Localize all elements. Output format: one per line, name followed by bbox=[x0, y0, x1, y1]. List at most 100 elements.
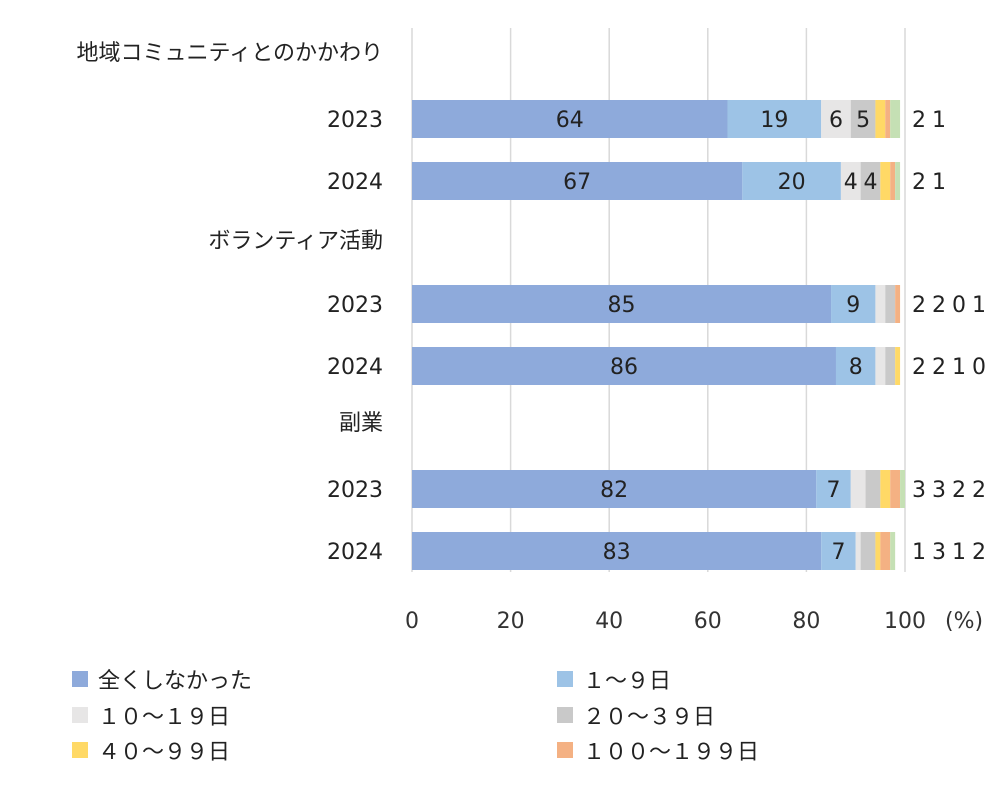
bar-segment bbox=[742, 162, 841, 200]
bar-segment bbox=[412, 285, 832, 323]
data-label: 82 bbox=[600, 478, 628, 503]
bar-segment bbox=[890, 470, 901, 508]
bar-segment bbox=[840, 162, 861, 200]
data-label-outside: 2 bbox=[972, 540, 986, 565]
data-label: 83 bbox=[603, 540, 631, 565]
bar-segment bbox=[412, 100, 728, 138]
bar-segment bbox=[885, 285, 896, 323]
bar-segment bbox=[860, 532, 876, 570]
bar-segment bbox=[895, 347, 901, 385]
legend-label: １～９日 bbox=[583, 669, 672, 694]
bar-segment bbox=[875, 347, 886, 385]
bar-segment bbox=[875, 532, 881, 570]
bar-segment bbox=[880, 470, 891, 508]
bar-segment bbox=[831, 285, 876, 323]
bar-segment bbox=[855, 532, 861, 570]
data-label: 19 bbox=[760, 108, 788, 133]
data-label-outside: 1 bbox=[952, 540, 966, 565]
legend-label: １００～１９９日 bbox=[583, 740, 760, 765]
legend-label: 全くしなかった bbox=[98, 669, 253, 694]
row-label: 2024 bbox=[327, 170, 383, 195]
bar-segment bbox=[727, 100, 822, 138]
legend-label: ４０～９９日 bbox=[98, 740, 231, 765]
data-label: 86 bbox=[610, 355, 638, 380]
data-label-outside: 2 bbox=[932, 293, 946, 318]
bar-segment bbox=[875, 100, 886, 138]
legend-item-3: ２０～３９日 bbox=[557, 699, 715, 731]
legend-item-2: １０～１９日 bbox=[72, 699, 230, 731]
data-label: 7 bbox=[827, 478, 841, 503]
bar-segment bbox=[885, 347, 896, 385]
bar-segment bbox=[860, 162, 881, 200]
x-tick-label: 0 bbox=[405, 609, 419, 634]
data-label: 64 bbox=[556, 108, 584, 133]
bar-segment bbox=[890, 532, 896, 570]
bar-segment bbox=[895, 162, 901, 200]
row-label: 2023 bbox=[327, 478, 383, 503]
data-label-outside: 3 bbox=[912, 478, 926, 503]
legend-label: １０～１９日 bbox=[98, 705, 231, 730]
bar-segment bbox=[412, 470, 817, 508]
legend-item-4: ４０～９９日 bbox=[72, 734, 230, 766]
legend-swatch bbox=[557, 707, 573, 723]
bar-segment bbox=[835, 347, 876, 385]
bar-segment bbox=[890, 100, 901, 138]
data-label-outside: 1 bbox=[952, 355, 966, 380]
data-label-outside: 0 bbox=[952, 293, 966, 318]
group-label: 副業 bbox=[339, 411, 383, 436]
bar-segment bbox=[850, 100, 876, 138]
unit-label: (%) bbox=[945, 609, 983, 634]
bar-segment bbox=[412, 162, 743, 200]
group-label: 地域コミュニティとのかかわり bbox=[77, 41, 383, 66]
bar-segment bbox=[412, 347, 836, 385]
data-label-outside: 2 bbox=[972, 478, 986, 503]
data-label: 7 bbox=[831, 540, 845, 565]
bar-segment bbox=[890, 162, 896, 200]
legend-swatch bbox=[72, 707, 88, 723]
data-label: 5 bbox=[856, 108, 870, 133]
data-label-outside: 1 bbox=[972, 293, 986, 318]
legend-item-5: １００～１９９日 bbox=[557, 734, 759, 766]
data-label-outside: 2 bbox=[912, 170, 926, 195]
legend-swatch bbox=[557, 671, 573, 687]
data-label-outside: 1 bbox=[912, 540, 926, 565]
data-label: 4 bbox=[844, 170, 858, 195]
bar-segment bbox=[880, 162, 891, 200]
data-label-outside: 3 bbox=[932, 540, 946, 565]
bar-segment bbox=[821, 100, 851, 138]
legend-item-1: １～９日 bbox=[557, 663, 671, 695]
data-label-outside: 2 bbox=[912, 355, 926, 380]
legend-swatch bbox=[557, 742, 573, 758]
data-label-outside: 0 bbox=[972, 355, 986, 380]
bar-segment bbox=[880, 532, 891, 570]
data-label: 67 bbox=[563, 170, 591, 195]
bar-segment bbox=[900, 470, 905, 508]
data-label-outside: 1 bbox=[932, 108, 946, 133]
data-label-outside: 1 bbox=[932, 170, 946, 195]
x-tick-label: 100 bbox=[884, 609, 926, 634]
data-label: 20 bbox=[778, 170, 806, 195]
data-label: 6 bbox=[829, 108, 843, 133]
row-label: 2024 bbox=[327, 540, 383, 565]
legend-item-0: 全くしなかった bbox=[72, 663, 252, 695]
data-label: 8 bbox=[849, 355, 863, 380]
bar-segment bbox=[875, 285, 886, 323]
data-label-outside: 2 bbox=[912, 293, 926, 318]
group-label: ボランティア活動 bbox=[208, 229, 383, 254]
bar-segment bbox=[821, 532, 856, 570]
legend-label: ２０～３９日 bbox=[583, 705, 716, 730]
bar-segment bbox=[816, 470, 851, 508]
row-label: 2024 bbox=[327, 355, 383, 380]
bar-segment bbox=[895, 285, 901, 323]
legend-swatch bbox=[72, 742, 88, 758]
data-label: 4 bbox=[863, 170, 877, 195]
data-label: 9 bbox=[846, 293, 860, 318]
data-label-outside: 2 bbox=[932, 355, 946, 380]
x-tick-label: 60 bbox=[694, 609, 722, 634]
data-label-outside: 2 bbox=[912, 108, 926, 133]
bar-segment bbox=[865, 470, 881, 508]
bar-segment bbox=[885, 100, 891, 138]
bar-segment bbox=[412, 532, 822, 570]
legend-swatch bbox=[72, 671, 88, 687]
